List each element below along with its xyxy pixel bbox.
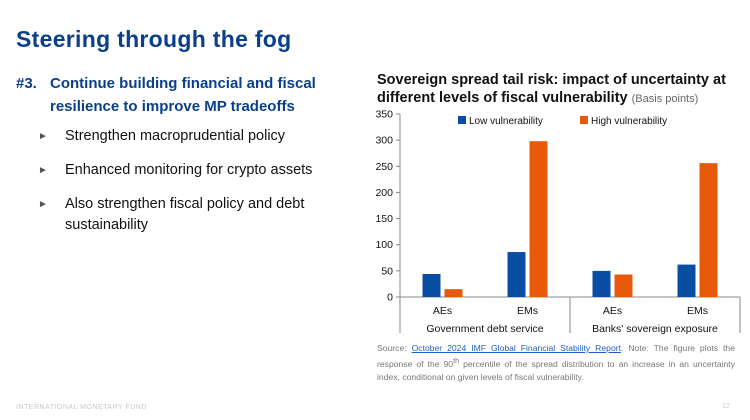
y-tick-label: 50 [381,265,393,277]
bullet-arrow-icon: ► [38,165,48,176]
source-link[interactable]: October 2024 IMF Global Financial Stabil… [411,343,621,353]
page-number: 12 [722,403,730,410]
x-group-label: Banks' sovereign exposure [592,323,718,335]
legend-swatch [580,116,588,124]
source-note: Source: October 2024 IMF Global Financia… [377,342,735,384]
footer-org: INTERNATIONAL MONETARY FUND [16,404,147,411]
x-group-label: Government debt service [426,323,543,335]
heading-number: #3. [16,75,37,92]
source-prefix: Source: [377,343,412,353]
chart-title: Sovereign spread tail risk: impact of un… [377,71,737,108]
x-category-label: EMs [517,305,538,317]
bar-low-vulnerability [677,264,696,297]
chart-title-main: Sovereign spread tail risk: impact of un… [377,72,726,106]
y-tick-label: 200 [375,187,393,199]
y-tick-label: 350 [375,109,393,121]
bar-low-vulnerability [422,273,441,297]
legend-label: Low vulnerability [469,116,543,127]
y-tick-label: 0 [387,292,393,304]
bullet-list: ► Strengthen macroprudential policy ► En… [38,126,343,249]
bullet-arrow-icon: ► [38,199,48,210]
bullet-arrow-icon: ► [38,131,48,142]
bar-chart: 0 50 100 150 200 250 300 350 AEs EMs AEs EMs Governm… [375,109,741,335]
heading-text: Continue building financial and fiscal r… [50,75,316,115]
bar-low-vulnerability [507,252,526,297]
bar-low-vulnerability [592,270,611,297]
bullet-item: ► Also strengthen fiscal policy and debt… [38,194,343,236]
note-part2: percentile of the spread distribution to… [377,358,735,382]
bullet-item: ► Strengthen macroprudential policy [38,126,343,147]
bullet-item: ► Enhanced monitoring for crypto assets [38,160,343,181]
x-category-label: EMs [687,305,708,317]
note-part1: . Note: The figure plots the response of… [377,343,735,369]
bullet-text: Also strengthen fiscal policy and debt s… [65,196,305,233]
bar-high-vulnerability [529,141,548,297]
legend-label: High vulnerability [591,116,667,127]
bullet-text: Strengthen macroprudential policy [65,128,286,144]
bar-high-vulnerability [614,274,633,297]
section-heading: #3. Continue building financial and fisc… [16,72,351,118]
y-tick-label: 150 [375,213,393,225]
legend-swatch [458,116,466,124]
chart-unit: (Basis points) [631,93,699,105]
x-category-label: AEs [603,305,622,317]
bullet-text: Enhanced monitoring for crypto assets [65,162,313,178]
slide-title: Steering through the fog [16,26,292,52]
note-superscript: th [453,357,460,365]
y-tick-label: 250 [375,161,393,173]
y-tick-label: 100 [375,239,393,251]
bar-high-vulnerability [444,289,463,297]
y-tick-label: 300 [375,135,393,147]
x-category-label: AEs [433,305,452,317]
bar-high-vulnerability [699,163,718,297]
